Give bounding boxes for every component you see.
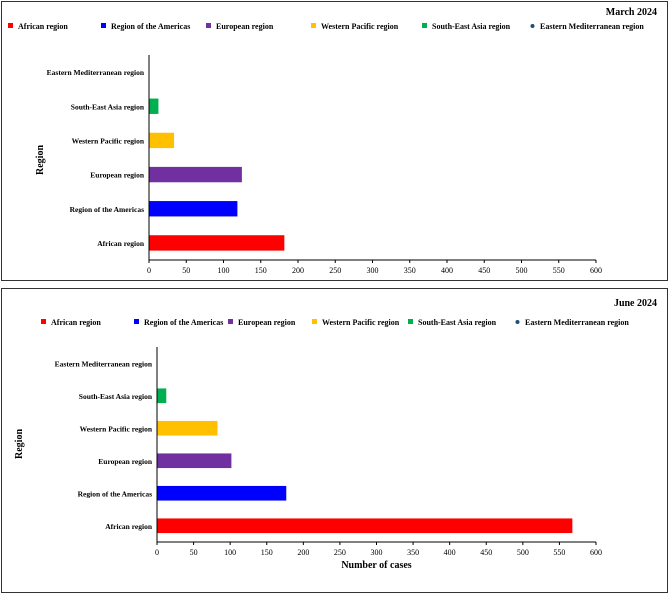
june-legend-swatch-eastern-mediterranean-region bbox=[515, 320, 520, 324]
march-x-tick-label: 100 bbox=[218, 266, 230, 275]
june-x-tick-label: 500 bbox=[517, 548, 529, 557]
march-2024-chart-panel: March 2024 African region Region of the Am… bbox=[1, 1, 668, 281]
june-2024-chart-panel: June 2024 African region Region of the Ame… bbox=[1, 288, 668, 593]
march-legend-swatch-western-pacific-region bbox=[311, 23, 316, 28]
march-x-tick-label: 200 bbox=[292, 266, 304, 275]
june-category-label-african-region: African region bbox=[105, 522, 153, 531]
june-x-tick-label: 350 bbox=[407, 548, 419, 557]
march-x-tick-label: 50 bbox=[182, 266, 190, 275]
march-bar-western-pacific-region bbox=[149, 132, 175, 149]
june-legend-swatch-region-of-the-americas bbox=[134, 319, 139, 324]
march-category-label-western-pacific-region: Western Pacific region bbox=[72, 136, 145, 145]
june-legend-label-eastern-mediterranean-region: Eastern Mediterranean region bbox=[525, 318, 629, 327]
june-bar-region-of-the-americas bbox=[157, 485, 287, 501]
june-bar-south-east-asia-region bbox=[157, 388, 167, 404]
june-legend-swatch-european-region bbox=[228, 319, 233, 324]
june-2024-chart: June 2024 African region Region of the Ame… bbox=[14, 298, 657, 571]
june-legend-swatch-african-region bbox=[41, 319, 46, 324]
june-category-label-eastern-mediterranean-region: Eastern Mediterranean region bbox=[55, 359, 153, 368]
june-chart-title: June 2024 bbox=[614, 298, 657, 309]
march-x-tick-label: 550 bbox=[553, 266, 565, 275]
june-x-tick-label: 400 bbox=[444, 548, 456, 557]
march-legend-label-south-east-asia-region: South-East Asia region bbox=[432, 22, 511, 31]
june-x-tick-label: 550 bbox=[553, 548, 565, 557]
march-bar-region-of-the-americas bbox=[149, 201, 238, 217]
march-category-label-eastern-mediterranean-region: Eastern Mediterranean region bbox=[47, 68, 145, 77]
march-legend-swatch-african-region bbox=[8, 23, 13, 28]
march-legend-label-eastern-mediterranean-region: Eastern Mediterranean region bbox=[540, 22, 644, 31]
march-bar-african-region bbox=[149, 235, 285, 251]
march-legend-swatch-eastern-mediterranean-region bbox=[530, 24, 535, 28]
june-bar-african-region bbox=[157, 518, 573, 534]
march-legend-swatch-region-of-the-americas bbox=[101, 23, 106, 28]
march-x-tick-label: 250 bbox=[329, 266, 341, 275]
march-chart-title: March 2024 bbox=[606, 7, 657, 18]
june-x-tick-label: 50 bbox=[190, 548, 198, 557]
march-legend-swatch-european-region bbox=[206, 23, 211, 28]
june-x-tick-label: 0 bbox=[155, 548, 159, 557]
june-x-tick-label: 300 bbox=[371, 548, 383, 557]
march-x-tick-label: 350 bbox=[404, 266, 416, 275]
june-legend-label-european-region: European region bbox=[238, 318, 296, 327]
june-legend-swatch-south-east-asia-region bbox=[408, 319, 413, 324]
march-x-tick-label: 500 bbox=[516, 266, 528, 275]
june-bar-western-pacific-region bbox=[157, 420, 218, 436]
june-bar-european-region bbox=[157, 453, 232, 469]
march-legend-label-african-region: African region bbox=[18, 22, 68, 31]
march-x-tick-label: 400 bbox=[441, 266, 453, 275]
march-category-label-south-east-asia-region: South-East Asia region bbox=[71, 102, 145, 111]
march-legend-swatch-south-east-asia-region bbox=[422, 23, 427, 28]
june-x-tick-label: 100 bbox=[224, 548, 236, 557]
june-category-label-western-pacific-region: Western Pacific region bbox=[80, 424, 153, 433]
march-2024-chart: March 2024 African region Region of the Am… bbox=[8, 7, 657, 275]
march-x-tick-label: 600 bbox=[590, 266, 602, 275]
march-x-tick-label: 0 bbox=[147, 266, 151, 275]
june-legend-swatch-western-pacific-region bbox=[312, 319, 317, 324]
june-legend-label-south-east-asia-region: South-East Asia region bbox=[418, 318, 497, 327]
june-x-tick-label: 150 bbox=[261, 548, 273, 557]
march-y-axis-title: Region bbox=[35, 145, 46, 175]
june-legend-label-region-of-the-americas: Region of the Americas bbox=[144, 318, 223, 327]
june-y-axis-title: Region bbox=[14, 429, 25, 459]
june-x-axis-title: Number of cases bbox=[341, 560, 411, 571]
march-category-label-european-region: European region bbox=[90, 171, 145, 180]
june-x-tick-label: 450 bbox=[480, 548, 492, 557]
march-legend-label-western-pacific-region: Western Pacific region bbox=[321, 22, 399, 31]
june-x-tick-label: 200 bbox=[297, 548, 309, 557]
march-legend-label-region-of-the-americas: Region of the Americas bbox=[111, 22, 190, 31]
march-legend-label-european-region: European region bbox=[216, 22, 274, 31]
march-bar-european-region bbox=[149, 166, 242, 183]
march-x-tick-label: 150 bbox=[255, 266, 267, 275]
march-x-tick-label: 300 bbox=[367, 266, 379, 275]
march-bar-south-east-asia-region bbox=[149, 98, 159, 114]
june-category-label-south-east-asia-region: South-East Asia region bbox=[79, 392, 153, 401]
june-legend-label-western-pacific-region: Western Pacific region bbox=[322, 318, 400, 327]
march-x-tick-label: 450 bbox=[478, 266, 490, 275]
march-category-label-african-region: African region bbox=[97, 239, 145, 248]
june-category-label-european-region: European region bbox=[98, 457, 153, 466]
june-legend-label-african-region: African region bbox=[51, 318, 101, 327]
march-category-label-region-of-the-americas: Region of the Americas bbox=[70, 205, 144, 214]
june-x-tick-label: 250 bbox=[334, 548, 346, 557]
june-x-tick-label: 600 bbox=[590, 548, 602, 557]
june-category-label-region-of-the-americas: Region of the Americas bbox=[78, 489, 152, 498]
